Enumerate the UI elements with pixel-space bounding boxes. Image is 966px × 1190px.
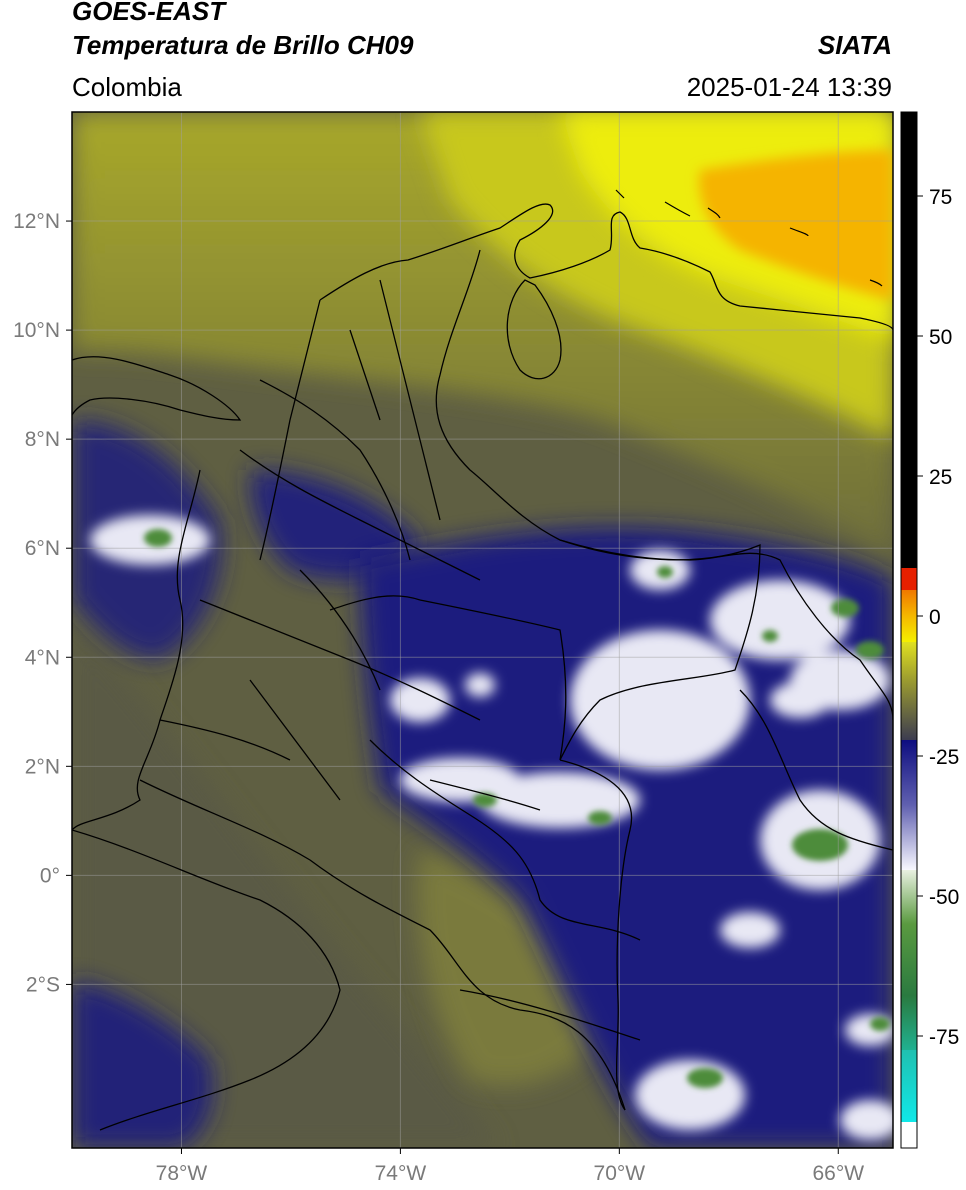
country-boundaries [72,203,893,1131]
satellite-image [72,112,893,1148]
lat-tick-label: 2°N [25,755,60,778]
colorbar: 75 50 25 0 -25 -50 -75 [900,111,959,1149]
lat-tick-label: 12°N [13,210,60,233]
islands [615,189,883,287]
lon-tick-label: 74°W [375,1162,427,1185]
lat-tick-label: 2°S [26,973,60,996]
lon-tick-label: 78°W [156,1162,208,1185]
colorbar-tick-label: -25 [929,746,959,769]
lon-tick-label: 70°W [594,1162,646,1185]
lat-tick-label: 8°N [25,428,60,451]
colorbar-tick-label: -50 [929,886,959,909]
colorbar-tick-label: -75 [929,1026,959,1049]
organization-label: SIATA [817,30,892,60]
colorbar-tick-label: 50 [929,326,952,349]
title-satellite: GOES-EAST [72,0,226,26]
lon-tick-label: 66°W [812,1162,864,1185]
lat-tick-label: 4°N [25,646,60,669]
region-label: Colombia [72,72,182,102]
map-frame [71,111,894,1149]
graticule [72,112,893,1148]
title-product: Temperatura de Brillo CH09 [72,30,414,60]
colorbar-tick-label: 0 [929,606,941,629]
colorbar-tick-label: 75 [929,186,952,209]
lat-tick-label: 0° [40,864,60,887]
longitude-labels: 78°W 74°W 70°W 66°W [156,1148,864,1185]
lat-tick-label: 6°N [25,537,60,560]
lat-tick-label: 10°N [13,319,60,342]
timestamp-label: 2025-01-24 13:39 [686,72,892,102]
latitude-labels: 12°N 10°N 8°N 6°N 4°N 2°N 0° 2°S [13,210,72,996]
colorbar-tick-label: 25 [929,466,952,489]
